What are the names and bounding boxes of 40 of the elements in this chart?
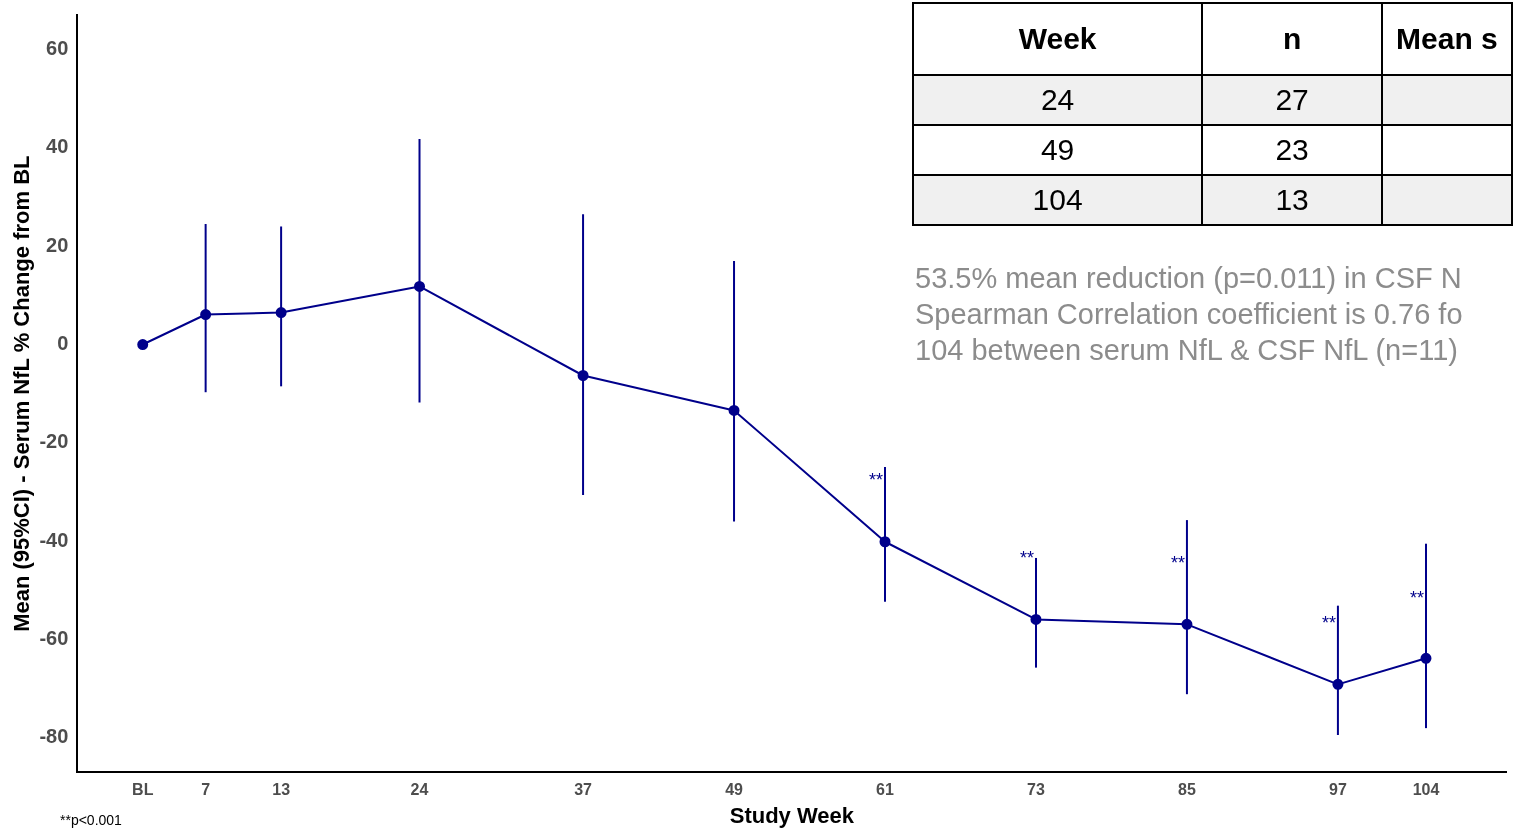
annotation: ** — [1321, 612, 1336, 633]
y-tick-label: 60 — [46, 36, 69, 59]
x-tick-label: 61 — [876, 781, 894, 799]
y-tick-label: -80 — [39, 725, 69, 748]
x-axis-title: Study Week — [729, 802, 855, 828]
y-tick-label: 0 — [57, 332, 69, 355]
annotation: 24 — [913, 75, 1203, 125]
annotation: ** — [1409, 587, 1424, 608]
y-axis-title: Mean (95%CI) - Serum NfL % Change from BL — [9, 155, 35, 632]
y-tick-label: 20 — [46, 233, 69, 256]
annotation: Mean s — [1381, 3, 1512, 75]
annotation: 53.5% mean reduction (p=0.011) in CSF N — [915, 261, 1463, 296]
y-tick-label: 40 — [46, 135, 69, 158]
annotation: ** — [1170, 552, 1185, 573]
annotation: 23 — [1202, 125, 1382, 175]
x-tick-label: 7 — [201, 781, 211, 799]
x-tick-label: 13 — [272, 781, 291, 799]
annotation: 27 — [1202, 75, 1382, 125]
annotation: 104 between serum NfL & CSF NfL (n=11) — [915, 333, 1459, 368]
y-tick-label: -40 — [39, 528, 69, 551]
y-tick-label: -60 — [39, 627, 69, 650]
x-tick-label: 85 — [1178, 781, 1196, 799]
annotation: n — [1202, 3, 1382, 75]
x-tick-label: 104 — [1412, 781, 1440, 799]
text: **p<0.001 — [60, 812, 122, 828]
annotation: Week — [913, 3, 1203, 75]
annotation: ** — [868, 470, 883, 491]
annotation: ** — [1019, 547, 1034, 568]
x-tick-label: 49 — [725, 781, 744, 799]
y-tick-label: -20 — [39, 430, 69, 453]
x-tick-label: 24 — [410, 781, 429, 799]
annotation: 13 — [1202, 175, 1382, 225]
x-tick-label: 37 — [574, 781, 593, 799]
x-tick-label: 73 — [1027, 781, 1045, 799]
annotation: 104 — [913, 175, 1203, 225]
x-tick-label: BL — [132, 781, 154, 799]
x-tick-label: 97 — [1329, 781, 1347, 799]
annotation: 49 — [913, 125, 1203, 175]
annotation: Spearman Correlation coefficient is 0.76 fo — [915, 297, 1463, 332]
point — [137, 339, 149, 351]
